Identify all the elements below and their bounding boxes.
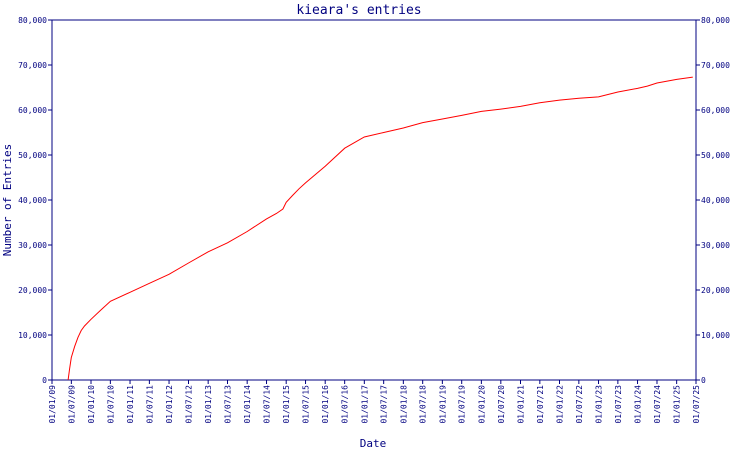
y-tick-label-right: 0: [701, 376, 706, 385]
y-tick-label-left: 60,000: [18, 106, 47, 115]
x-tick-label: 01/07/14: [263, 385, 272, 424]
y-tick-label-left: 80,000: [18, 16, 47, 25]
x-tick-label: 01/07/13: [224, 385, 233, 424]
x-tick-label: 01/07/23: [614, 385, 623, 424]
x-tick-label: 01/07/12: [184, 385, 193, 424]
y-tick-label-right: 20,000: [701, 286, 730, 295]
y-tick-label-right: 50,000: [701, 151, 730, 160]
x-tick-label: 01/01/15: [282, 385, 291, 424]
x-tick-label: 01/07/18: [419, 385, 428, 424]
x-tick-label: 01/07/09: [67, 385, 76, 424]
chart-title: kieara's entries: [296, 3, 421, 18]
x-axis: 01/01/09 01/07/09 01/01/10 01/07/10 01/01/11…: [48, 380, 701, 424]
plot-frame: [51, 19, 697, 381]
y-tick-label-right: 70,000: [701, 61, 730, 70]
x-tick-label: 01/07/22: [575, 385, 584, 424]
x-tick-label: 01/01/13: [204, 385, 213, 424]
x-tick-label: 01/01/09: [48, 385, 57, 424]
y-tick-label-left: 10,000: [18, 331, 47, 340]
x-tick-label: 01/01/16: [321, 385, 330, 424]
y-axis-right: 0 10,000 20,000 30,000 40,000 50,000 60,000 70,…: [696, 16, 730, 385]
y-tick-label-left: 20,000: [18, 286, 47, 295]
y-tick-label-right: 60,000: [701, 106, 730, 115]
series-layer: [67, 76, 693, 381]
x-tick-label: 01/07/19: [458, 385, 467, 424]
x-tick-label: 01/01/25: [673, 385, 682, 424]
y-tick-label-left: 0: [42, 376, 47, 385]
x-tick-label: 01/01/23: [595, 385, 604, 424]
x-tick-label: 01/01/24: [634, 385, 643, 424]
x-tick-label: 01/01/14: [243, 385, 252, 424]
x-axis-label: Date: [360, 437, 387, 450]
x-tick-label: 01/01/17: [360, 385, 369, 424]
y-tick-label-left: 30,000: [18, 241, 47, 250]
x-tick-label: 01/01/12: [165, 385, 174, 424]
y-axis-label: Number of Entries: [1, 144, 14, 257]
x-tick-label: 01/07/21: [536, 385, 545, 424]
x-tick-label: 01/07/25: [692, 385, 701, 424]
y-tick-label-right: 80,000: [701, 16, 730, 25]
x-tick-label: 01/01/10: [87, 385, 96, 424]
y-tick-label-left: 50,000: [18, 151, 47, 160]
x-tick-label: 01/01/19: [438, 385, 447, 424]
x-tick-label: 01/07/16: [341, 385, 350, 424]
y-tick-label-right: 10,000: [701, 331, 730, 340]
x-tick-label: 01/07/10: [106, 385, 115, 424]
x-tick-label: 01/01/20: [477, 385, 486, 424]
x-tick-label: 01/07/17: [380, 385, 389, 424]
series-line: [67, 76, 693, 381]
y-tick-label-right: 30,000: [701, 241, 730, 250]
x-tick-label: 01/01/11: [126, 385, 135, 424]
x-tick-label: 01/01/21: [516, 385, 525, 424]
x-tick-label: 01/07/11: [145, 385, 154, 424]
y-tick-label-left: 70,000: [18, 61, 47, 70]
x-tick-label: 01/01/22: [556, 385, 565, 424]
y-tick-label-left: 40,000: [18, 196, 47, 205]
x-tick-label: 01/01/18: [399, 385, 408, 424]
y-tick-label-right: 40,000: [701, 196, 730, 205]
x-tick-label: 01/07/24: [653, 385, 662, 424]
x-tick-label: 01/07/15: [302, 385, 311, 424]
x-tick-label: 01/07/20: [497, 385, 506, 424]
y-axis-left: 0 10,000 20,000 30,000 40,000 50,000 60,000 70,…: [18, 16, 52, 385]
